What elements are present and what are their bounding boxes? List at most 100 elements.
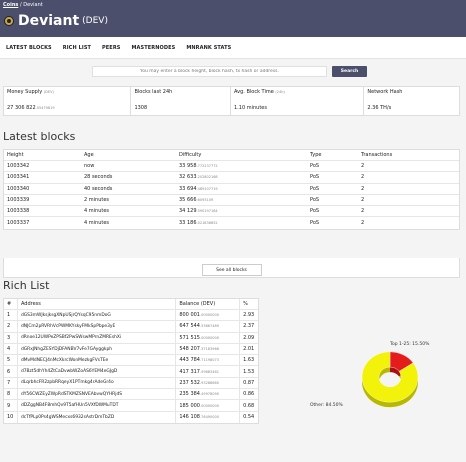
col-type-header: Type: [310, 152, 322, 158]
col-height-header: Height: [7, 152, 24, 158]
rich-rank: 9: [4, 400, 18, 411]
top-header: Coins / Deviant Deviant (DEV): [0, 0, 466, 37]
block-age: now: [84, 163, 95, 170]
stat-label: Avg. Block Time (24h): [234, 89, 285, 95]
table-row[interactable]: 3 dRnoe12UWPeZPSBf2PwSWswMPrnZMREshXi 571 …: [4, 332, 258, 344]
block-tx-count: 2: [361, 174, 365, 181]
table-row[interactable]: 1003338 4 minutes 34 129.590197184 PoS 2: [4, 206, 459, 218]
nav-masternodes[interactable]: MASTERNODES: [131, 44, 176, 51]
col-difficulty-header: Difficulty: [179, 152, 202, 158]
table-row[interactable]: 1003339 2 minutes 35 666.6093109 PoS 2: [4, 195, 459, 207]
rich-list-table: # Address Balance (DEV) % 1 dGS3mWJksjksg…: [3, 298, 259, 424]
table-row[interactable]: 10 dcTfPLp0Ps4gWSMecxs6932sAstrDmTbZD 146 …: [4, 411, 258, 423]
breadcrumb: Coins / Deviant: [3, 2, 43, 8]
see-all-blocks-button[interactable]: See all blocks: [201, 264, 262, 276]
chart-label-other: Other: 84.50%: [310, 402, 344, 408]
donut-slice-other[interactable]: [361, 351, 419, 403]
rich-balance: 185 000.00000000: [176, 400, 241, 411]
block-type: PoS: [310, 220, 320, 227]
rich-rank: 3: [4, 332, 18, 343]
page-title: Deviant: [18, 13, 80, 29]
table-row[interactable]: 7 dLqrbhcFR2zpbRRqeyX1PTmkg4rAdeGr4o 237 5…: [4, 377, 258, 390]
block-height[interactable]: 1003342: [7, 163, 30, 170]
block-age: 40 seconds: [84, 185, 113, 192]
stat-label: Blocks last 24h: [134, 89, 173, 95]
block-height[interactable]: 1003340: [7, 185, 30, 192]
rich-list-donut-chart: Top 1-25: 15.50% Other: 84.50%: [310, 341, 430, 408]
col-age-header: Age: [84, 152, 94, 158]
table-row[interactable]: 1003340 40 seconds 33 694.489107719 PoS 2: [4, 184, 459, 195]
block-height[interactable]: 1003338: [7, 208, 30, 215]
stat-value: 27 306 822.55479619: [7, 105, 55, 111]
rich-rank: 2: [4, 321, 18, 332]
col-address-header: Address: [18, 299, 177, 309]
rich-rank: 8: [4, 389, 18, 400]
rich-address[interactable]: dNJCm2pRVRhVcPWMKYskyFMkSpPbpe3yE: [18, 321, 177, 332]
table-row[interactable]: 8 dY56CWZEyZWpRdSTKMZSNVEAbvwQYHRjdS 235 3…: [4, 389, 258, 401]
latest-blocks-title: Latest blocks: [3, 130, 76, 143]
see-all-wrap: See all blocks: [3, 258, 460, 278]
table-row[interactable]: 4 dGRxJNhgZESYDjDFANBV7vFe7GAyggkph 548 20…: [4, 343, 258, 356]
rich-rank: 10: [4, 411, 18, 423]
breadcrumb-coins-link[interactable]: Coins: [3, 2, 19, 8]
block-height[interactable]: 1003341: [7, 174, 30, 181]
table-row[interactable]: 1003342 now 33 958.772237772 PoS 2: [4, 161, 459, 173]
block-type: PoS: [310, 185, 320, 192]
rich-rank: 5: [4, 355, 18, 366]
block-tx-count: 2: [361, 185, 365, 192]
rich-balance: 443 784.71198073: [176, 355, 241, 366]
table-header-row: # Address Balance (DEV) %: [4, 299, 258, 310]
rich-address[interactable]: dMvMdNECJ4nMcXkrcWonMezkgFVsTEe: [18, 355, 177, 366]
rich-address[interactable]: dRnoe12UWPeZPSBf2PwSWswMPrnZMREshXi: [18, 332, 177, 343]
block-type: PoS: [310, 197, 320, 204]
rich-address[interactable]: dcTfPLp0Ps4gWSMecxs6932sAstrDmTbZD: [18, 411, 177, 423]
rich-address[interactable]: d7Bzt5dhYh4ZtCaDvwbWZoAS6YEM4eGJgD: [18, 366, 177, 377]
rich-percent: 0.87: [243, 379, 255, 386]
table-row[interactable]: 6 d7Bzt5dhYh4ZtCaDvwbWZoAS6YEM4eGJgD 417 3…: [4, 366, 258, 378]
search-button[interactable]: Search: [332, 66, 367, 77]
block-type: PoS: [310, 208, 320, 215]
rich-address[interactable]: dDZggNB4F8mhQv9T5afHUn5VXfDWMuTDT: [18, 400, 177, 411]
rich-address[interactable]: dGRxJNhgZESYDjDFANBV7vFe7GAyggkph: [18, 343, 177, 355]
rich-percent: 2.09: [243, 334, 255, 341]
rich-percent: 2.01: [243, 346, 255, 353]
stat-network-hash: Network Hash 2.36 TH/s: [364, 87, 459, 115]
rich-percent: 1.63: [243, 357, 255, 364]
table-row[interactable]: 5 dMvMdNECJ4nMcXkrcWonMezkgFVsTEe 443 784.…: [4, 355, 258, 367]
rich-address[interactable]: dLqrbhcFR2zpbRRqeyX1PTmkg4rAdeGr4o: [18, 377, 177, 389]
block-difficulty: 34 129.590197184: [179, 208, 218, 215]
table-row[interactable]: 9 dDZggNB4F8mhQv9T5afHUn5VXfDWMuTDT 185 00…: [4, 400, 258, 412]
block-age: 4 minutes: [84, 220, 110, 227]
block-age: 28 seconds: [84, 174, 113, 181]
page-title-suffix: (DEV): [82, 16, 108, 26]
block-difficulty: 33 958.772237772: [179, 163, 218, 170]
rich-rank: 7: [4, 377, 18, 389]
table-row[interactable]: 2 dNJCm2pRVRhVcPWMKYskyFMkSpPbpe3yE 647 54…: [4, 321, 258, 333]
col-transactions-header: Transactions: [361, 152, 393, 158]
rich-balance: 548 207.37183966: [176, 343, 241, 355]
table-row[interactable]: 1003337 4 minutes 33 186.021838652 PoS 2: [4, 217, 459, 228]
nav-rich-list[interactable]: RICH LIST: [62, 44, 92, 51]
rich-rank: 4: [4, 343, 18, 355]
nav-peers[interactable]: PEERS: [102, 44, 121, 51]
rich-balance: 237 532.93288660: [176, 377, 241, 389]
rich-address[interactable]: dGS3mWJksjksgXNpUSjrQYsqC95nmDoG: [18, 310, 177, 321]
rich-address[interactable]: dY56CWZEyZWpRdSTKMZSNVEAbvwQYHRjdS: [18, 389, 177, 400]
block-height[interactable]: 1003337: [7, 220, 30, 227]
block-age: 2 minutes: [84, 197, 110, 204]
stat-avg-block-time: Avg. Block Time (24h) 1.10 minutes: [231, 87, 365, 115]
stats-panel: Money Supply (DEV) 27 306 822.55479619 B…: [3, 86, 460, 116]
block-difficulty: 35 666.6093109: [179, 197, 214, 204]
stat-value: 2.36 TH/s: [367, 105, 392, 111]
block-tx-count: 2: [361, 163, 365, 170]
nav-latest-blocks[interactable]: LATEST BLOCKS: [6, 44, 52, 51]
table-row[interactable]: 1003341 28 seconds 32 633.202802168 PoS 2: [4, 172, 459, 184]
rich-balance: 571 515.00000000: [176, 332, 241, 343]
search-input[interactable]: [92, 66, 327, 77]
table-row[interactable]: 1 dGS3mWJksjksgXNpUSjrQYsqC95nmDoG 800 001…: [4, 310, 258, 322]
block-height[interactable]: 1003339: [7, 197, 30, 204]
nav-mnrank-stats[interactable]: MNRANK STATS: [186, 44, 232, 51]
rich-balance: 146 108.76490000: [176, 411, 241, 423]
latest-blocks-table: Height Age Difficulty Type Transactions …: [3, 149, 460, 230]
stat-blocks-24h: Blocks last 24h 1308: [131, 87, 231, 115]
